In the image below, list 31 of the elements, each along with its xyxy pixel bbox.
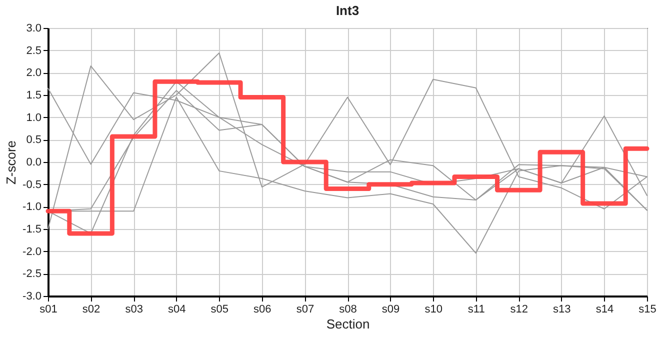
x-tick-label: s10 xyxy=(424,304,442,316)
y-tick-label: 0.5 xyxy=(26,134,42,146)
x-tick-label: s03 xyxy=(125,304,143,316)
x-tick-label: s04 xyxy=(168,304,186,316)
y-tick-label: 1.0 xyxy=(26,112,42,124)
y-tick-label: -0.5 xyxy=(22,178,42,191)
y-tick-label: 1.5 xyxy=(26,90,42,102)
x-tick-label: s09 xyxy=(382,304,400,316)
y-tick-label: 2.5 xyxy=(26,44,42,57)
x-tick-label: s11 xyxy=(468,304,485,316)
x-tick-label: s14 xyxy=(596,304,614,316)
x-tick-label: s01 xyxy=(40,304,58,316)
x-tick-label: s12 xyxy=(510,304,528,316)
y-tick-label: 2.0 xyxy=(26,67,42,80)
x-tick-label: s07 xyxy=(296,304,314,316)
x-tick-label: s02 xyxy=(82,304,100,316)
y-tick-label: -1.5 xyxy=(22,224,42,236)
x-tick-label: s05 xyxy=(210,304,229,316)
x-tick-label: s15 xyxy=(638,304,656,316)
y-axis-title: Z-score xyxy=(4,140,19,185)
x-tick-label: s08 xyxy=(339,304,357,316)
y-tick-label: -2.5 xyxy=(22,268,42,280)
y-tick-label: -3.0 xyxy=(22,290,42,302)
x-tick-label: s06 xyxy=(254,304,272,316)
x-tick-label: s13 xyxy=(553,304,571,316)
y-tick-label: 0.0 xyxy=(26,156,42,168)
x-axis-title: Section xyxy=(326,316,370,332)
y-tick-label: 3.0 xyxy=(26,22,42,34)
y-tick-label: -1.0 xyxy=(22,201,42,214)
chart-title: Int3 xyxy=(336,3,360,18)
y-tick-label: -2.0 xyxy=(22,246,42,258)
